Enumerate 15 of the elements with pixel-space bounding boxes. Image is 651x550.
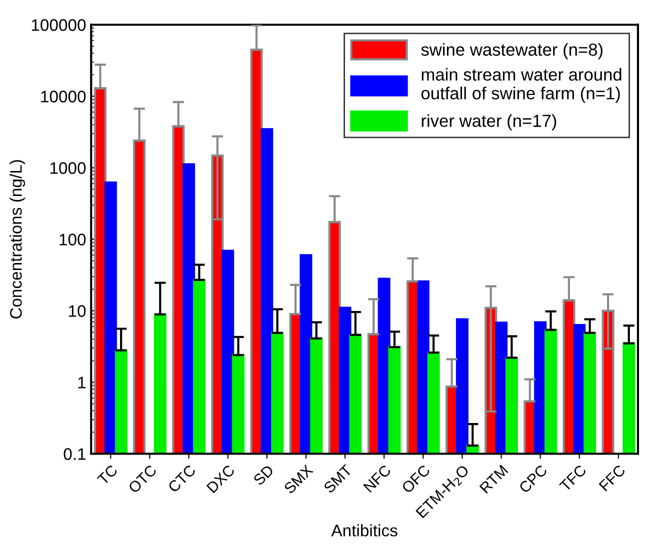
legend-label: main stream water around outfall of swine farm (n=1) (421, 68, 622, 103)
y-tick-label: 100 (60, 234, 86, 246)
y-axis-title: Concentrations (ng/L) (10, 160, 26, 319)
y-tick-label: 0.1 (64, 448, 86, 460)
x-axis-title: Antibitics (331, 524, 398, 536)
y-tick-label: 1000 (50, 162, 86, 174)
y-tick-label: 10000 (41, 90, 86, 102)
legend-label: river water (n=17) (422, 114, 556, 130)
legend-label: swine wastewater (n=8) (421, 43, 602, 60)
y-tick-label: 10 (69, 305, 86, 317)
x-tick-label: SD (252, 464, 274, 486)
y-tick-label: 1 (78, 376, 86, 388)
x-tick-label: TC (96, 464, 118, 486)
y-tick-label: 100000 (32, 19, 86, 31)
x-tick-label: TFC (558, 464, 587, 492)
